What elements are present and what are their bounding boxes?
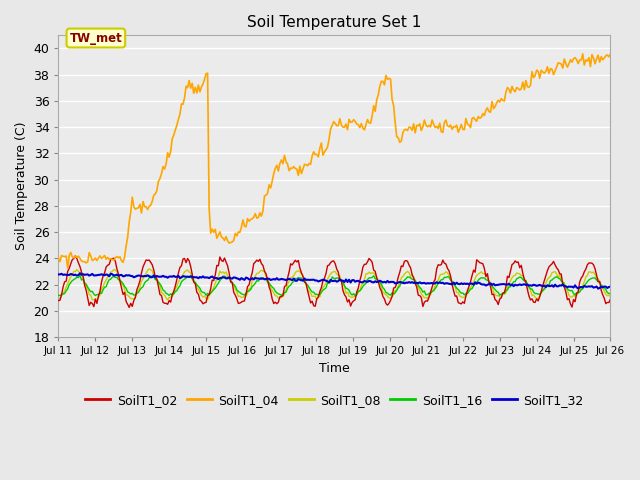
Text: TW_met: TW_met xyxy=(70,32,122,45)
X-axis label: Time: Time xyxy=(319,362,350,375)
Y-axis label: Soil Temperature (C): Soil Temperature (C) xyxy=(15,122,28,251)
Legend: SoilT1_02, SoilT1_04, SoilT1_08, SoilT1_16, SoilT1_32: SoilT1_02, SoilT1_04, SoilT1_08, SoilT1_… xyxy=(81,389,588,412)
Title: Soil Temperature Set 1: Soil Temperature Set 1 xyxy=(247,15,422,30)
